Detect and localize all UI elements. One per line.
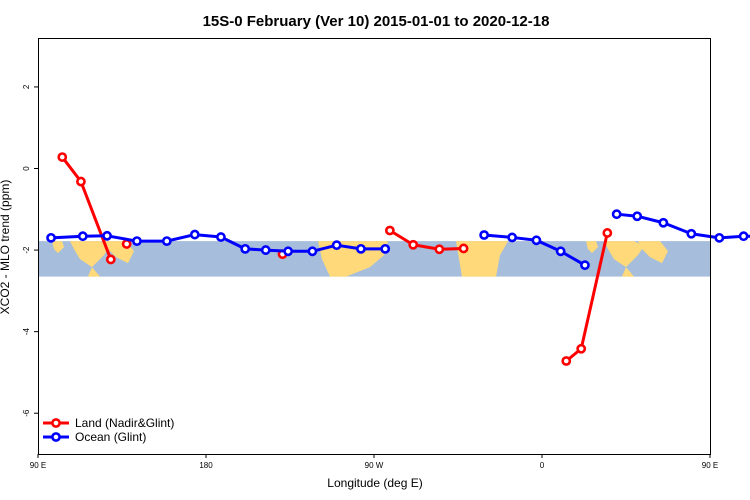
data-point xyxy=(76,176,86,187)
data-point xyxy=(189,229,200,240)
data-point xyxy=(132,236,142,247)
series-ocean xyxy=(46,209,750,271)
data-point xyxy=(458,243,469,254)
land-shape xyxy=(604,241,644,268)
data-point xyxy=(580,260,590,271)
x-tick-label: 90 E xyxy=(30,461,46,470)
data-point xyxy=(555,246,566,257)
data-point xyxy=(161,236,172,247)
data-point xyxy=(714,232,725,243)
land-shape xyxy=(52,241,64,254)
y-tick-label: -6 xyxy=(22,409,31,417)
data-point xyxy=(121,239,132,249)
data-point xyxy=(479,230,490,240)
data-point xyxy=(434,244,445,255)
legend: Land (Nadir&Glint)Ocean (Glint) xyxy=(43,416,174,444)
data-point xyxy=(408,239,419,250)
legend-label: Land (Nadir&Glint) xyxy=(75,416,174,430)
land-shape xyxy=(456,241,508,277)
data-point xyxy=(77,231,88,242)
land-shape xyxy=(70,241,110,268)
data-point xyxy=(307,246,318,257)
land-shape xyxy=(638,241,668,264)
data-point xyxy=(46,232,56,243)
y-axis-label: XCO2 - MLO trend (ppm) xyxy=(0,180,12,315)
data-point xyxy=(531,235,542,246)
x-tick-label: 180 xyxy=(199,461,213,470)
data-point xyxy=(331,240,342,251)
data-point xyxy=(105,254,116,265)
y-tick-label: 2 xyxy=(22,84,31,89)
data-point xyxy=(632,211,643,222)
x-axis-label: Longitude (deg E) xyxy=(327,476,422,490)
y-tick-label: -2 xyxy=(22,246,31,254)
data-point xyxy=(356,243,366,254)
series-land xyxy=(57,152,613,366)
land-shape xyxy=(88,267,100,277)
data-point xyxy=(658,217,669,228)
data-point xyxy=(283,246,294,257)
series-line xyxy=(389,229,464,251)
land-shape xyxy=(586,241,598,254)
data-point xyxy=(507,232,518,243)
data-point xyxy=(240,243,251,254)
y-tick-label: 0 xyxy=(22,166,31,171)
data-point xyxy=(216,232,226,242)
y-tick-label: -4 xyxy=(22,328,31,336)
map-band xyxy=(38,241,710,277)
data-point xyxy=(686,228,697,239)
data-point xyxy=(576,343,587,354)
x-tick-label: 90 E xyxy=(702,461,718,470)
data-point xyxy=(602,228,613,238)
data-point xyxy=(57,152,68,162)
data-point xyxy=(738,231,749,242)
data-point xyxy=(260,245,271,255)
data-point xyxy=(561,356,572,366)
x-tick-label: 90 W xyxy=(365,461,384,470)
data-point xyxy=(384,225,395,236)
series-layer xyxy=(46,152,750,366)
data-point xyxy=(380,243,391,254)
data-point xyxy=(102,230,112,241)
land-shape xyxy=(622,267,634,277)
y-axis: 2 0 -2 -4 -6 xyxy=(22,84,38,417)
legend-label: Ocean (Glint) xyxy=(75,430,146,444)
x-axis: 90 E 180 90 W 0 90 E xyxy=(30,454,718,470)
x-tick-label: 0 xyxy=(540,461,545,470)
chart-title: 15S-0 February (Ver 10) 2015-01-01 to 20… xyxy=(203,13,550,30)
legend-marker xyxy=(51,432,61,442)
legend-marker xyxy=(51,418,61,428)
data-point xyxy=(611,209,622,220)
